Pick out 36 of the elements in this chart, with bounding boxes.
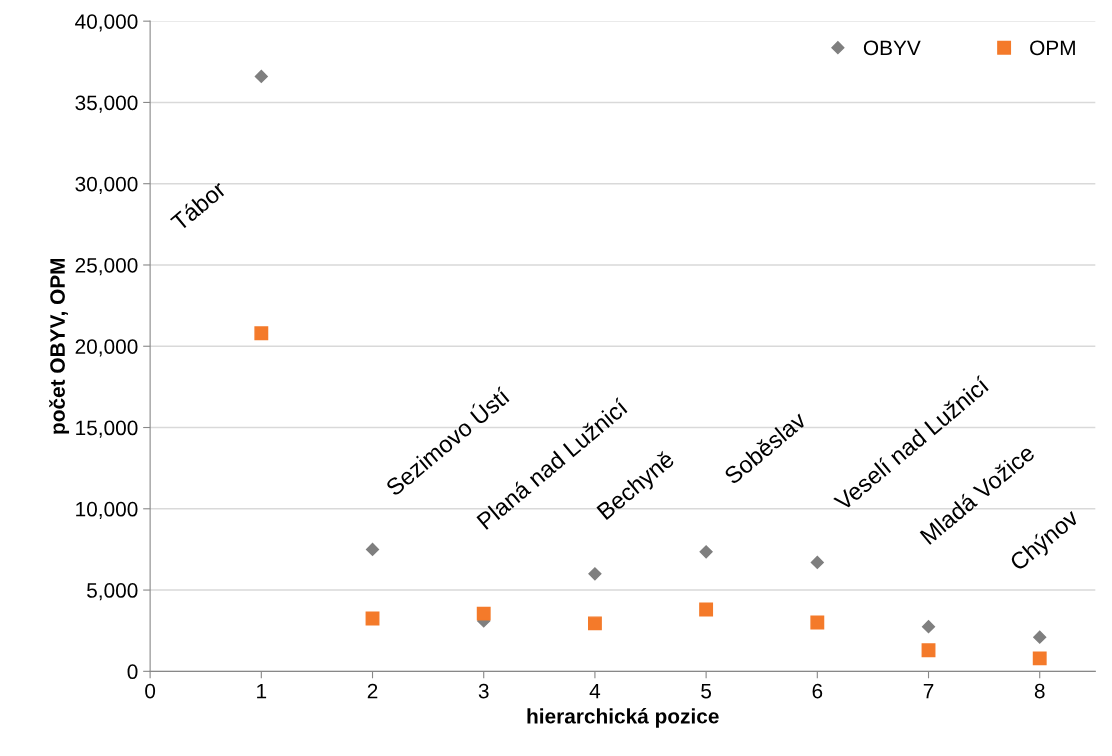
x-tick-label: 6 [812, 683, 823, 699]
x-tick-label: 4 [589, 683, 601, 699]
y-tick-label: 10,000 [76, 501, 138, 519]
y-tick-label: 25,000 [75, 257, 138, 276]
y-axis-title: počet OBYV, OPM [49, 258, 70, 434]
legend-label: OBYV [863, 40, 921, 56]
point [587, 616, 602, 631]
y-tick-label: 35,000 [75, 95, 138, 113]
y-tick-label: 30,000 [75, 176, 138, 194]
point [699, 545, 713, 559]
point [1032, 651, 1047, 666]
y-tick-label: 0 [127, 664, 138, 680]
point [921, 620, 936, 634]
point [254, 326, 269, 341]
x-tick-label: 8 [1034, 683, 1045, 699]
point [699, 602, 714, 617]
x-tick-label: 3 [478, 683, 489, 699]
x-tick-label: 1 [257, 683, 267, 699]
x-tick-label: 7 [923, 683, 934, 699]
point [588, 567, 602, 581]
x-tick-label: 2 [367, 683, 378, 699]
y-tick-label: 20,000 [75, 339, 138, 357]
y-tick-label: 5,000 [87, 583, 138, 601]
point [365, 542, 380, 557]
point [810, 555, 824, 570]
point [476, 606, 491, 621]
point [254, 69, 268, 84]
y-tick-label: 40,000 [75, 14, 138, 32]
x-tick-label: 0 [145, 683, 156, 699]
point [1033, 630, 1047, 644]
point [810, 615, 825, 630]
x-tick-label: 5 [701, 683, 712, 699]
point [921, 643, 936, 658]
x-axis-title: hierarchická pozice [527, 708, 719, 728]
y-tick-label: 15,000 [76, 420, 138, 438]
legend-label: OPM [1030, 40, 1075, 56]
